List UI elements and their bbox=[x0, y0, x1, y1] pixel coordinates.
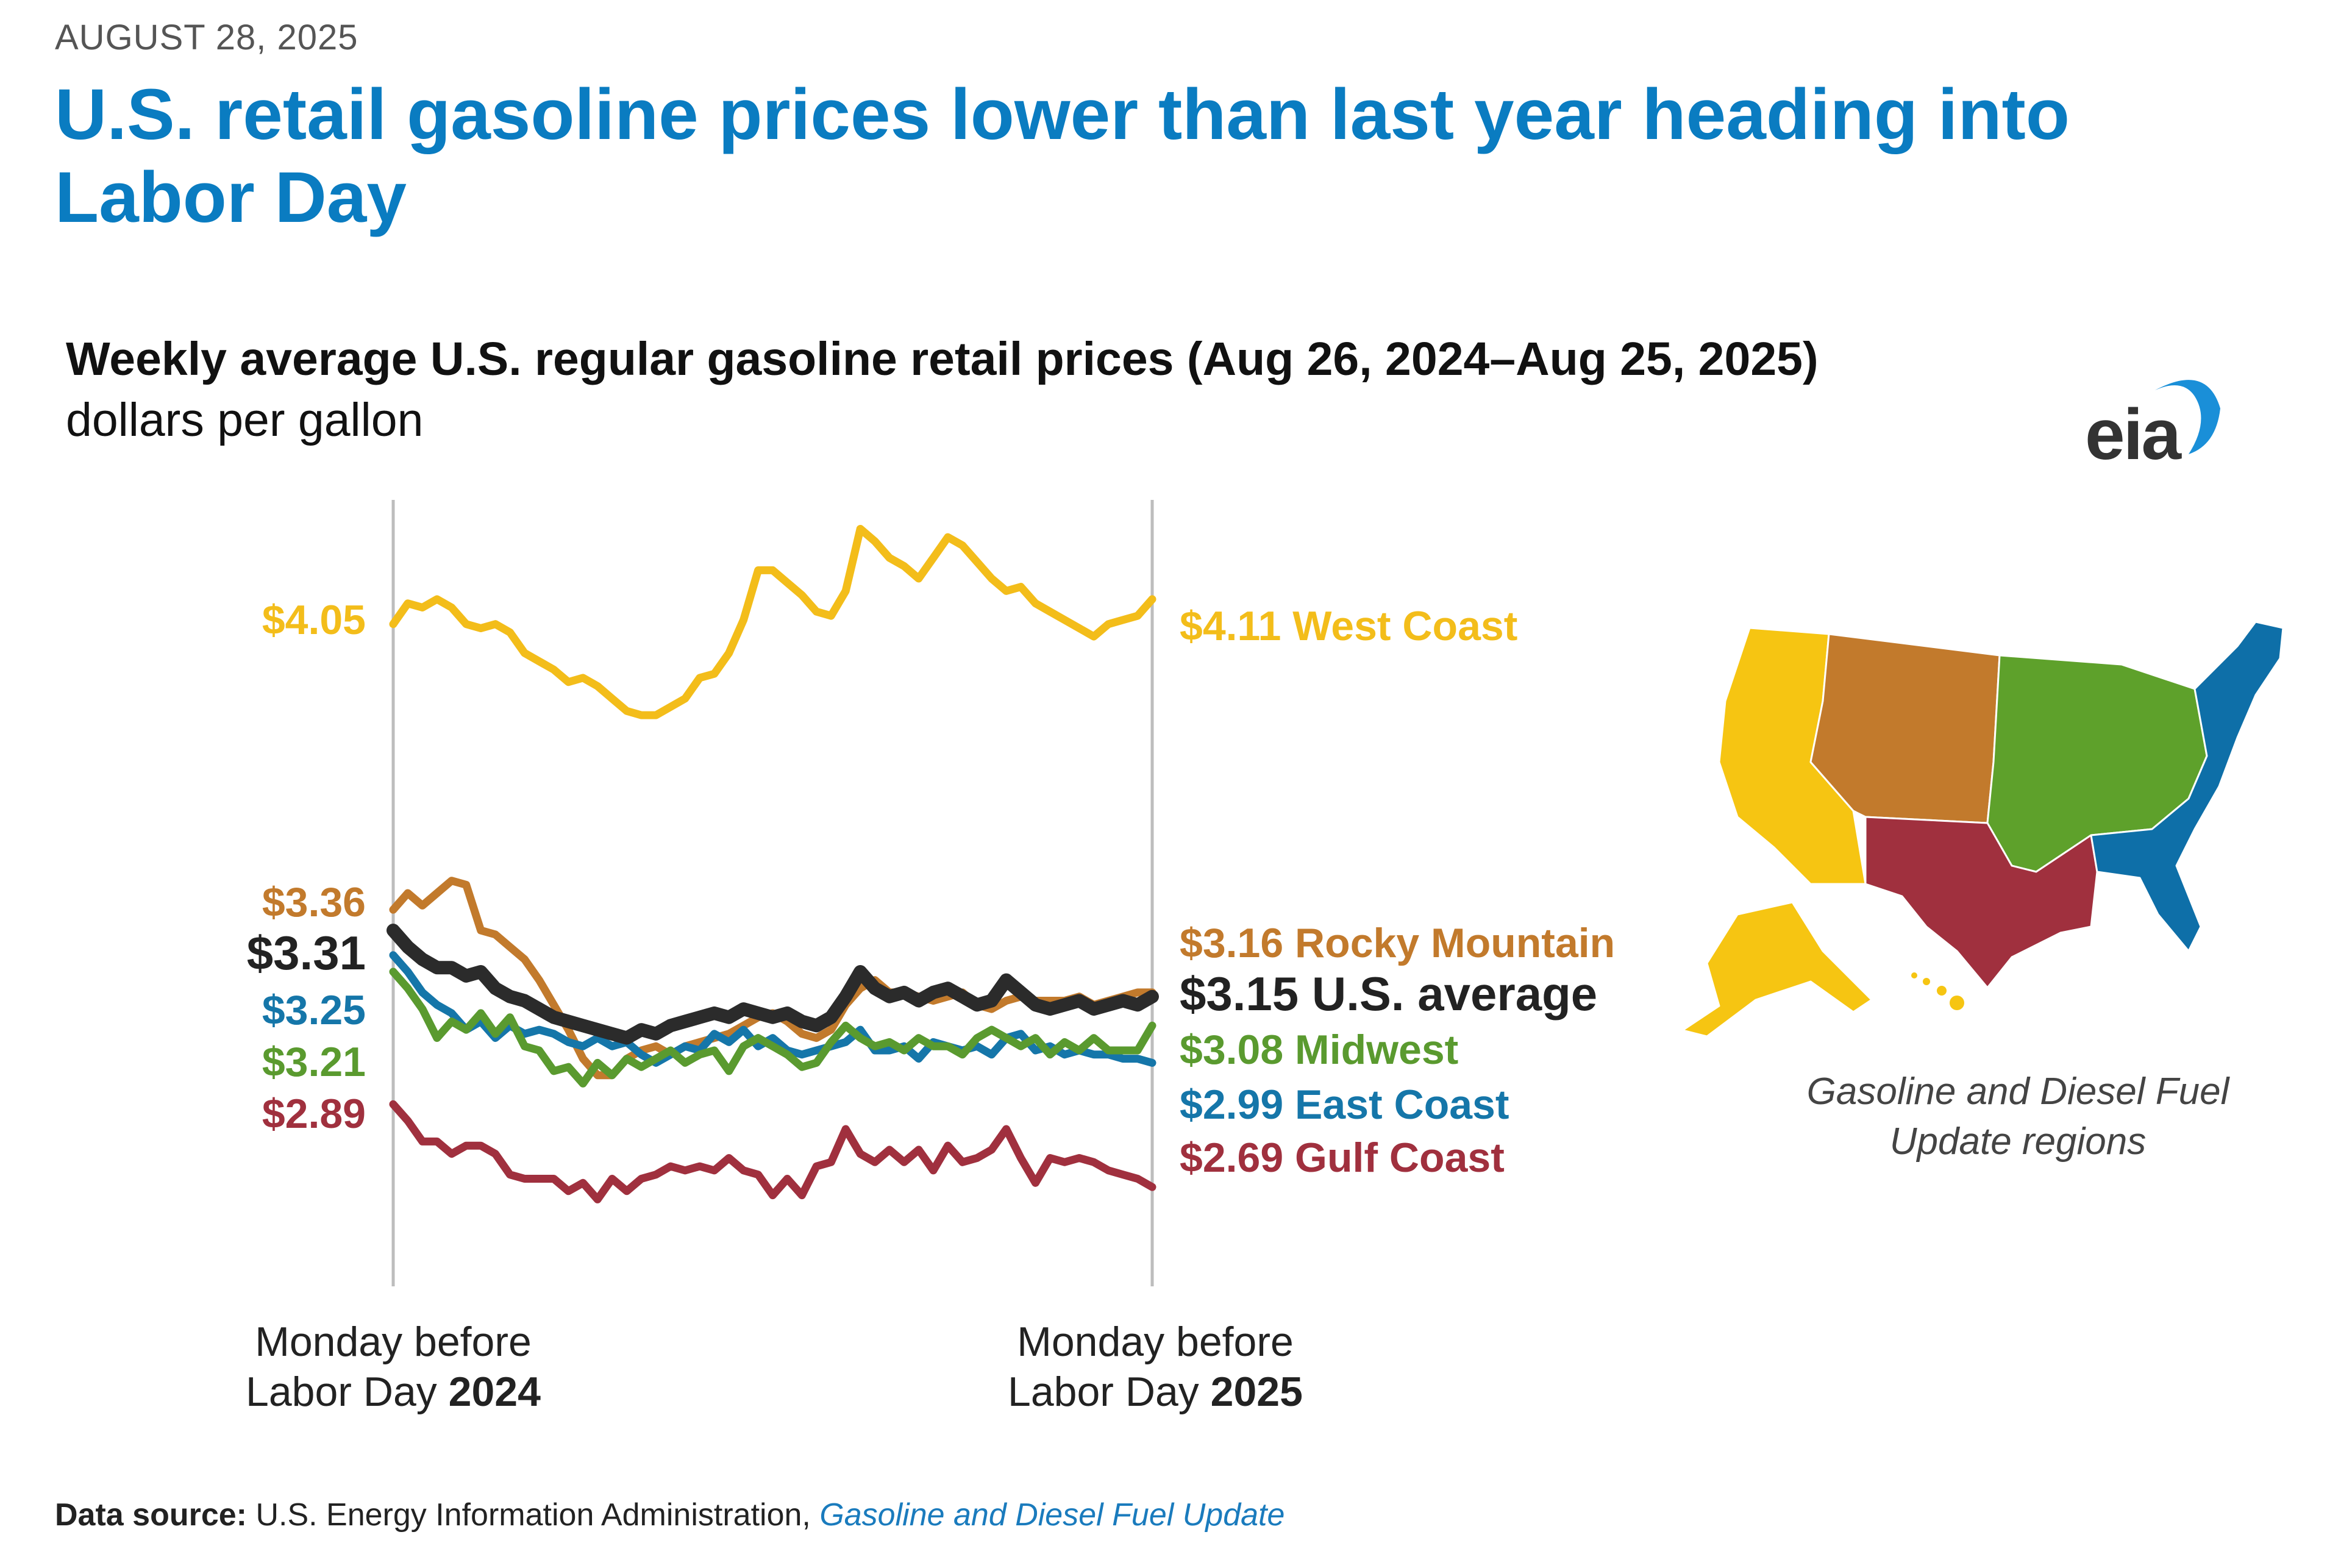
x-start-label-prefix: Labor Day bbox=[246, 1369, 449, 1415]
data-source-link[interactable]: Gasoline and Diesel Fuel Update bbox=[819, 1497, 1285, 1533]
chart-subtitle: dollars per gallon bbox=[66, 394, 424, 446]
map-caption-line2: Update regions bbox=[1889, 1121, 2147, 1163]
data-source: Data source: U.S. Energy Information Adm… bbox=[55, 1497, 1285, 1533]
start-label-gulf-coast: $2.89 bbox=[262, 1091, 366, 1137]
end-label-midwest: $3.08 Midwest bbox=[1180, 1027, 1458, 1073]
start-label-west-coast: $4.05 bbox=[262, 597, 366, 643]
regions-map bbox=[1670, 610, 2292, 1073]
map-rocky-mountain bbox=[1809, 633, 2001, 824]
x-end-label-year: 2025 bbox=[1210, 1369, 1303, 1415]
us-regions-map-icon bbox=[1681, 621, 2284, 1038]
map-caption: Gasoline and Diesel Fuel Update regions bbox=[1683, 1067, 2341, 1167]
start-label-east-coast: $3.25 bbox=[262, 987, 366, 1033]
data-source-label: Data source: bbox=[55, 1497, 247, 1533]
end-label-rocky-mountain: $3.16 Rocky Mountain bbox=[1180, 920, 1615, 966]
x-start-label-line1: Monday before bbox=[255, 1319, 532, 1365]
eia-swoosh-icon bbox=[2155, 380, 2220, 454]
end-label-west-coast: $4.11 West Coast bbox=[1180, 603, 1517, 649]
end-label-east-coast: $2.99 East Coast bbox=[1180, 1082, 1509, 1128]
price-chart: $4.05 $4.11 West Coast $3.36 $3.16 Rocky Mo… bbox=[247, 500, 1615, 1286]
series-line-midwest bbox=[389, 968, 1156, 1088]
map-east-coast bbox=[2090, 621, 2284, 952]
report-date: AUGUST 28, 2025 bbox=[55, 18, 358, 57]
map-gulf-coast bbox=[1864, 816, 2098, 989]
end-label-u-s-average: $3.15 U.S. average bbox=[1180, 967, 1597, 1021]
eia-logo[interactable]: eia bbox=[2085, 360, 2225, 475]
map-alaska bbox=[1681, 901, 1873, 1038]
start-label-rocky-mountain: $3.36 bbox=[262, 879, 366, 925]
end-label-gulf-coast: $2.69 Gulf Coast bbox=[1180, 1135, 1505, 1181]
headline: U.S. retail gasoline prices lower than l… bbox=[55, 74, 2070, 238]
map-hawaii bbox=[1911, 972, 1964, 1010]
data-source-text: U.S. Energy Information Administration, bbox=[255, 1497, 811, 1533]
series-line-u-s-average bbox=[387, 924, 1159, 1045]
x-end-label: Monday before Labor Day 2025 bbox=[881, 1317, 1430, 1417]
x-start-label-year: 2024 bbox=[448, 1369, 541, 1415]
chart-title: Weekly average U.S. regular gasoline ret… bbox=[66, 333, 1819, 385]
map-caption-line1: Gasoline and Diesel Fuel bbox=[1806, 1071, 2229, 1113]
x-start-label: Monday before Labor Day 2024 bbox=[119, 1317, 668, 1417]
series-line-gulf-coast bbox=[389, 1100, 1156, 1203]
x-end-label-prefix: Labor Day bbox=[1008, 1369, 1211, 1415]
start-label-midwest: $3.21 bbox=[262, 1039, 366, 1085]
series-line-west-coast bbox=[389, 525, 1156, 719]
x-end-label-line1: Monday before bbox=[1017, 1319, 1294, 1365]
eia-logo-text: eia bbox=[2085, 394, 2181, 475]
x-end-label-line2: Labor Day 2025 bbox=[881, 1367, 1430, 1417]
x-start-label-line2: Labor Day 2024 bbox=[119, 1367, 668, 1417]
start-label-u-s-average: $3.31 bbox=[247, 926, 366, 980]
